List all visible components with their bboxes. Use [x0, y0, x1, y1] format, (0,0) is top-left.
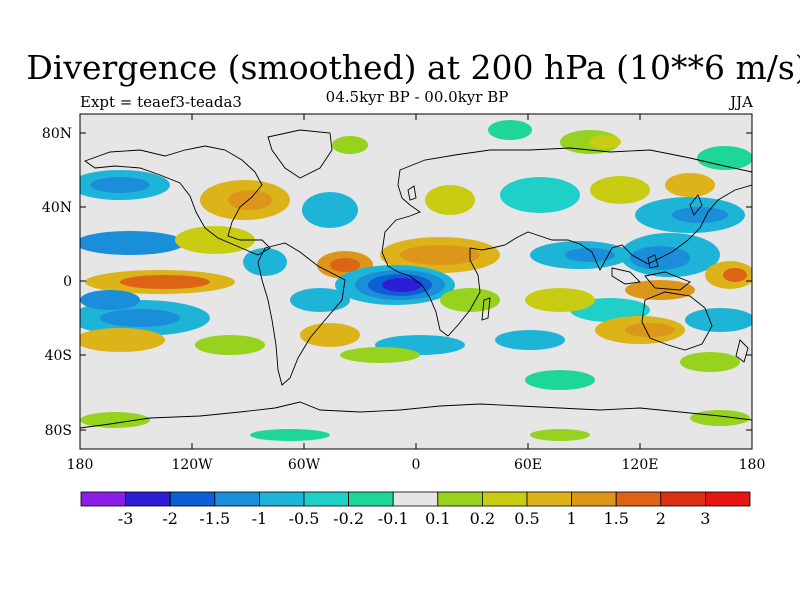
- colorbar-swatch: [80, 491, 126, 507]
- antarctica-coast: [80, 401, 752, 429]
- lon-label-120e: 120E: [622, 457, 659, 473]
- new-zealand-coast: [735, 339, 749, 363]
- lat-label-eq: 0: [63, 274, 72, 290]
- lon-label-60e: 60E: [514, 457, 542, 473]
- lon-label-180e: 180: [739, 457, 766, 473]
- plot-subtitle: 04.5kyr BP - 00.0kyr BP: [325, 88, 509, 106]
- colorbar-label: 0.5: [514, 509, 539, 528]
- colorbar-label: -1: [252, 509, 268, 528]
- lat-label-40n: 40N: [42, 200, 72, 216]
- eurasia-africa-coast: [381, 147, 752, 337]
- south-america-coast: [257, 242, 346, 386]
- colorbar-swatch: [258, 491, 305, 507]
- coastlines: [80, 129, 752, 429]
- plot-title: Divergence (smoothed) at 200 hPa (10**6 …: [26, 48, 800, 87]
- japan-coast: [689, 194, 703, 216]
- colorbar-swatch: [348, 491, 394, 507]
- colorbar-swatch: [437, 491, 483, 507]
- experiment-label: Expt = teaef3-teada3: [80, 93, 242, 111]
- colorbar-label: 1.5: [603, 509, 628, 528]
- madagascar-coast: [481, 297, 491, 321]
- new-guinea-coast: [644, 271, 691, 291]
- uk-coast: [407, 185, 417, 201]
- colorbar-swatch: [169, 491, 216, 507]
- colorbar-swatch: [214, 491, 260, 507]
- colorbar-label: -0.5: [289, 509, 320, 528]
- lat-label-80s: 80S: [45, 423, 72, 439]
- colorbar-label: 0.1: [425, 509, 450, 528]
- colorbar-swatch: [125, 491, 171, 507]
- colorbar-label: -3: [118, 509, 134, 528]
- colorbar-swatch: [660, 491, 706, 507]
- lon-axis: 180 120W 60W 0 60E 120E 180: [67, 114, 766, 473]
- north-america-coast: [84, 145, 271, 256]
- colorbar-label: 0.2: [470, 509, 495, 528]
- colorbar-label: -1.5: [199, 509, 230, 528]
- colorbar-label: 2: [656, 509, 666, 528]
- colorbar-label: -0.1: [378, 509, 409, 528]
- colorbar-swatch: [392, 491, 439, 507]
- colorbar-swatch: [303, 491, 349, 507]
- lon-label-180w: 180: [67, 457, 94, 473]
- colorbar-swatch: [481, 491, 528, 507]
- lat-axis: 80N 40N 0 40S 80S: [42, 126, 752, 439]
- greenland-coast: [267, 129, 333, 179]
- colorbar-swatch: [526, 491, 572, 507]
- sumatra-borneo-coast: [611, 267, 641, 285]
- australia-coast: [641, 291, 713, 351]
- colorbar-label: -2: [162, 509, 178, 528]
- colorbar-label: -0.2: [333, 509, 364, 528]
- colorbar-swatch: [705, 491, 751, 507]
- lon-label-120w: 120W: [171, 457, 213, 473]
- colorbar-label: 3: [700, 509, 710, 528]
- lat-label-80n: 80N: [42, 126, 72, 142]
- colorbar-swatch: [571, 491, 617, 507]
- philippines-coast: [647, 254, 659, 269]
- lon-label-0: 0: [412, 457, 421, 473]
- colorbar-swatch: [615, 491, 662, 507]
- lat-label-40s: 40S: [45, 348, 72, 364]
- season-label: JJA: [730, 93, 753, 111]
- colorbar-label: 1: [567, 509, 577, 528]
- lon-label-60w: 60W: [288, 457, 321, 473]
- colorbar: -3 -2 -1.5 -1 -0.5 -0.2 -0.1 0.1 0.2 0.5 1 1.5 2 3: [80, 491, 751, 528]
